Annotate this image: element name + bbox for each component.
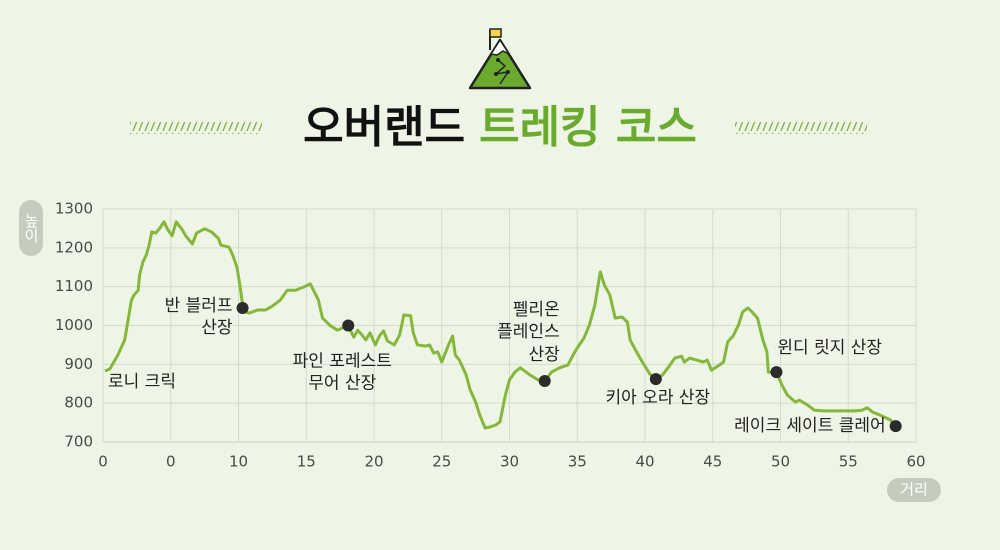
hut-label: 레이크 세이트 클레어 xyxy=(734,416,886,436)
title-part: 트레킹 코스 xyxy=(479,102,697,153)
y-tick-label: 1100 xyxy=(55,277,93,295)
x-tick-label: 0 xyxy=(98,453,108,471)
x-tick-label: 30 xyxy=(500,453,519,471)
title-part: 오버랜드 xyxy=(303,102,465,153)
x-tick-label: 15 xyxy=(297,453,316,471)
y-tick-label: 1000 xyxy=(55,316,93,334)
x-tick-label: 0 xyxy=(166,453,176,471)
start-label: 로니 크릭 xyxy=(108,372,176,392)
x-axis-label: 거리 xyxy=(900,481,928,499)
hut-label: 윈디 릿지 산장 xyxy=(777,338,882,358)
hut-label: 반 블러프 xyxy=(165,296,233,316)
chart-title: 오버랜드 트레킹 코스 xyxy=(303,102,697,153)
hut-marker xyxy=(649,373,662,386)
hut-label: 키아 오라 산장 xyxy=(606,388,711,408)
hut-label: 플레인스 xyxy=(497,322,560,342)
hut-label: 무어 산장 xyxy=(308,374,376,394)
y-tick-label: 900 xyxy=(64,355,93,373)
x-tick-label: 40 xyxy=(635,453,654,471)
y-tick-label: 700 xyxy=(64,433,93,451)
y-tick-label: 1300 xyxy=(55,200,93,218)
x-tick-label: 45 xyxy=(703,453,722,471)
hut-label: 파인 포레스트 xyxy=(293,352,392,372)
decoration xyxy=(130,122,262,134)
x-tick-label: 35 xyxy=(568,453,587,471)
y-tick-label: 1200 xyxy=(55,238,93,256)
hut-label: 산장 xyxy=(528,345,560,365)
hut-marker xyxy=(770,366,783,379)
elevation-line xyxy=(104,220,897,430)
hut-label: 산장 xyxy=(201,318,233,338)
y-label-pill xyxy=(19,200,43,256)
hut-label: 펠리온 xyxy=(513,300,560,320)
y-axis-label: 높이 xyxy=(22,213,40,243)
mountain-icon xyxy=(468,28,532,90)
y-tick-label: 800 xyxy=(64,394,93,412)
x-tick-label: 50 xyxy=(771,453,790,471)
x-tick-label: 25 xyxy=(432,453,451,471)
decoration xyxy=(735,122,867,134)
x-tick-label: 20 xyxy=(364,453,383,471)
hut-marker xyxy=(342,319,355,332)
hut-marker xyxy=(889,420,902,433)
hut-marker xyxy=(236,302,249,315)
hut-marker xyxy=(538,375,551,388)
x-tick-label: 60 xyxy=(906,453,925,471)
x-label-pill xyxy=(887,478,941,502)
x-tick-label: 55 xyxy=(839,453,858,471)
x-tick-label: 10 xyxy=(229,453,248,471)
